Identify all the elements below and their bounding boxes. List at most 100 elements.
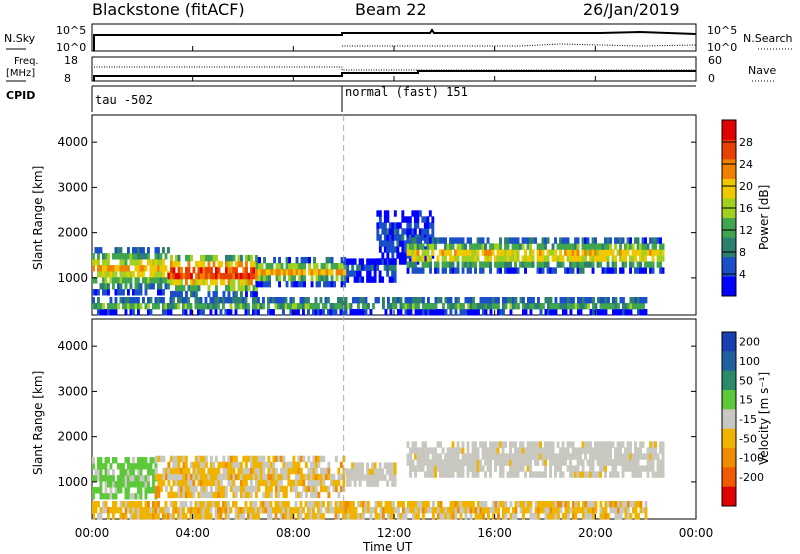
velocity-cell (194, 467, 198, 475)
power-cell (416, 216, 420, 223)
power-cell (376, 258, 380, 265)
power-cell (104, 283, 108, 290)
power-cell (97, 309, 100, 316)
velocity-cell (584, 501, 588, 508)
velocity-cell (529, 441, 532, 448)
power-cell (159, 271, 163, 278)
power-cell (167, 303, 170, 310)
power-cell (381, 258, 385, 265)
power-cell (644, 261, 647, 268)
velocity-cell (454, 453, 457, 460)
velocity-cell (432, 501, 435, 508)
power-cell (245, 260, 248, 268)
velocity-cell (214, 479, 218, 487)
power-cell (594, 309, 598, 316)
power-cell (516, 243, 520, 250)
power-cell (97, 247, 100, 254)
power-cell (579, 303, 583, 310)
power-cell (177, 254, 181, 262)
power-cell (124, 283, 128, 290)
power-cell (614, 297, 618, 304)
velocity-cell (264, 461, 268, 469)
velocity-cell (429, 459, 432, 466)
velocity-cell (559, 507, 563, 514)
power-cell (521, 261, 525, 268)
power-cell (149, 259, 153, 266)
power-cell (551, 249, 555, 256)
velocity-cell (379, 513, 383, 520)
velocity-cell (154, 491, 158, 499)
velocity-cell (501, 447, 505, 454)
power-cell (388, 240, 392, 247)
velocity-cell (197, 455, 201, 463)
velocity-cell (267, 513, 270, 520)
velocity-cell (661, 453, 665, 460)
power-cell (413, 210, 417, 217)
velocity-cell (97, 513, 100, 520)
velocity-cell (139, 501, 143, 508)
velocity-cell (579, 507, 583, 514)
velocity-colorbar-tick-label: 100 (739, 355, 760, 368)
power-cell (152, 271, 155, 278)
velocity-cell (149, 513, 153, 520)
velocity-cell (167, 467, 171, 475)
power-cell (469, 297, 473, 304)
velocity-cell (277, 491, 281, 499)
power-cell (661, 267, 665, 274)
velocity-cell (479, 459, 482, 466)
power-cell (364, 303, 368, 310)
velocity-cell (479, 441, 482, 448)
velocity-cell (187, 507, 190, 514)
power-cell (340, 262, 344, 270)
velocity-cell (132, 493, 135, 500)
power-cell (330, 262, 334, 270)
power-heatmap (92, 210, 665, 316)
power-cell (383, 246, 387, 253)
velocity-cell (654, 441, 657, 448)
power-cell (376, 228, 380, 235)
velocity-cell (569, 471, 572, 478)
power-cell (159, 259, 163, 266)
time-xlabel: Time UT (362, 540, 413, 554)
power-cell (639, 261, 642, 268)
power-cell (567, 303, 570, 310)
power-cell (398, 252, 402, 259)
velocity-cell (222, 467, 226, 475)
velocity-cell (117, 487, 120, 494)
power-cell (511, 237, 515, 244)
velocity-cell (614, 513, 618, 520)
velocity-cell (649, 465, 652, 472)
velocity-cell (249, 479, 253, 487)
power-cell (199, 303, 203, 310)
power-cell (109, 265, 113, 272)
power-cell (255, 272, 258, 280)
velocity-cell (521, 453, 525, 460)
power-cell (137, 271, 140, 278)
velocity-cell (234, 473, 238, 481)
velocity-cell (617, 507, 620, 514)
velocity-cell (526, 465, 530, 472)
power-cell (436, 255, 440, 262)
power-cell (127, 303, 130, 310)
power-region (167, 254, 258, 298)
power-cell (258, 274, 261, 282)
velocity-cell (411, 465, 415, 472)
velocity-cell (599, 513, 603, 520)
power-cell (589, 249, 592, 256)
power-cell (273, 256, 276, 264)
velocity-cell (154, 501, 158, 508)
velocity-cell (346, 468, 350, 475)
power-cell (399, 309, 403, 316)
power-cell (566, 243, 570, 250)
velocity-cell (567, 507, 570, 514)
velocity-cell (546, 441, 550, 448)
velocity-cell (358, 474, 362, 481)
power-cell (649, 267, 652, 274)
power-cell (629, 297, 633, 304)
velocity-cell (317, 513, 320, 520)
power-cell (437, 297, 440, 304)
power-cell (247, 303, 250, 310)
power-cell (456, 249, 460, 256)
velocity-cell (492, 507, 495, 514)
velocity-cell (129, 469, 133, 476)
